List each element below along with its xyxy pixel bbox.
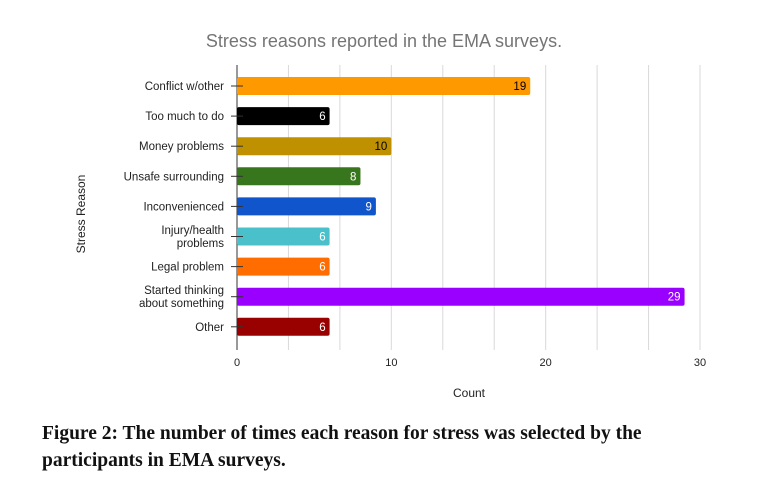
bar-value-label: 9 bbox=[365, 201, 371, 213]
x-tick-label: 0 bbox=[234, 357, 240, 369]
stress-reasons-chart: Stress reasons reported in the EMA surve… bbox=[74, 31, 706, 400]
category-label: Started thinking about something bbox=[139, 285, 224, 310]
bar-value-label: 6 bbox=[319, 322, 325, 334]
category-label: Inconvenienced bbox=[143, 201, 224, 213]
category-label: Injury/health problems bbox=[161, 225, 224, 250]
bar-value-label: 6 bbox=[319, 111, 325, 123]
category-label: Conflict w/other bbox=[145, 81, 224, 93]
bar-value-label: 19 bbox=[513, 81, 526, 93]
bar bbox=[237, 197, 376, 216]
chart-title: Stress reasons reported in the EMA surve… bbox=[206, 31, 562, 51]
bar bbox=[237, 137, 392, 156]
bars: 19 6 10 8 9 6 6 29 6 bbox=[237, 77, 685, 336]
bar bbox=[237, 77, 531, 95]
category-label: Other bbox=[195, 322, 224, 334]
figure-caption: Figure 2: The number of times each reaso… bbox=[42, 423, 642, 471]
bar-value-label: 10 bbox=[375, 141, 388, 153]
x-axis-label: Count bbox=[453, 386, 486, 400]
bar-value-label: 8 bbox=[350, 171, 356, 183]
x-tick-label: 20 bbox=[540, 357, 552, 369]
bar bbox=[237, 317, 330, 336]
category-label: Unsafe surrounding bbox=[124, 171, 224, 183]
category-label: Legal problem bbox=[151, 262, 224, 274]
bar-value-label: 6 bbox=[319, 232, 325, 244]
x-tick-label: 10 bbox=[385, 357, 397, 369]
category-labels: Conflict w/other Too much to do Money prob… bbox=[124, 81, 243, 334]
bar bbox=[237, 287, 685, 306]
x-tick-label: 30 bbox=[694, 357, 706, 369]
bar bbox=[237, 257, 330, 276]
bar-value-label: 6 bbox=[319, 262, 325, 274]
bar bbox=[237, 167, 361, 186]
category-label: Too much to do bbox=[145, 111, 224, 123]
x-tick-labels: 0 10 20 30 bbox=[234, 357, 706, 369]
bar bbox=[237, 227, 330, 246]
bar bbox=[237, 107, 330, 126]
category-label: Money problems bbox=[139, 141, 224, 153]
bar-value-label: 29 bbox=[668, 292, 681, 304]
y-axis-label: Stress Reason bbox=[74, 175, 88, 254]
